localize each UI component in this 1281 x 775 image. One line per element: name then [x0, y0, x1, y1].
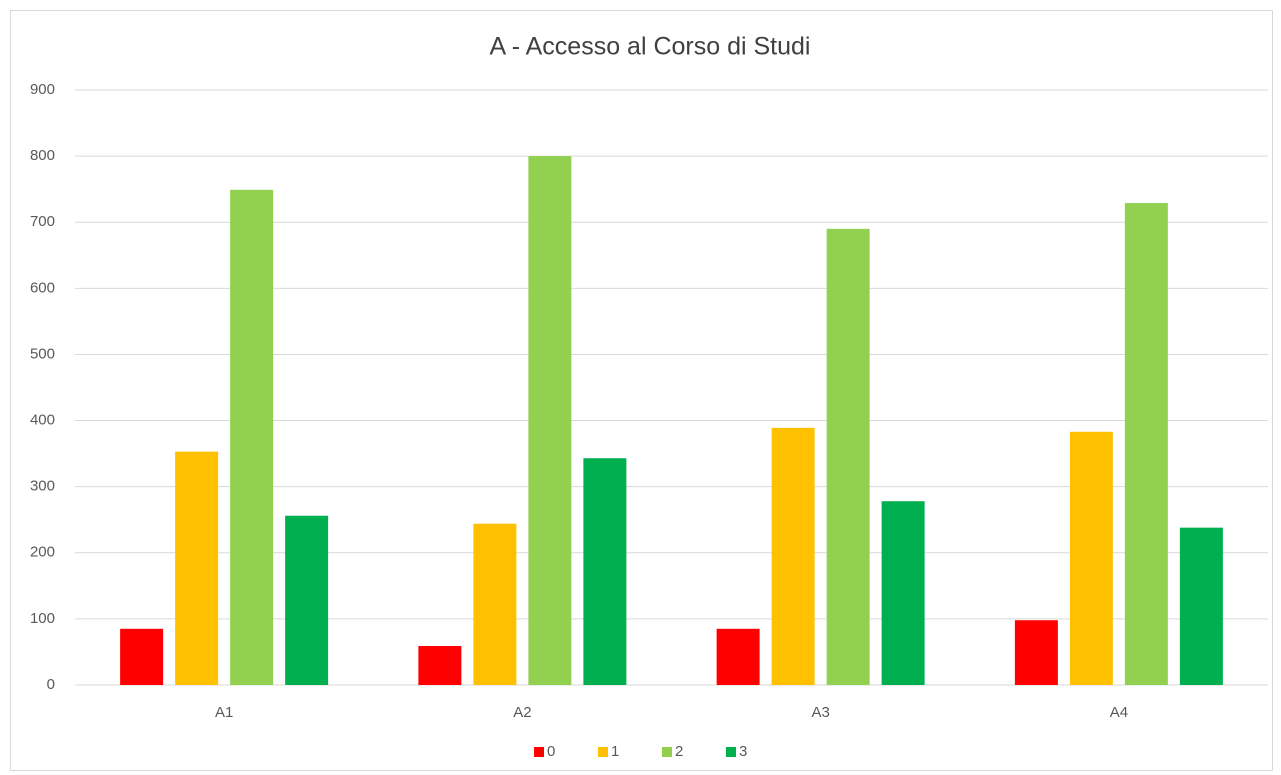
legend-swatch	[598, 747, 608, 757]
bar	[1124, 203, 1168, 686]
x-tick-label: A2	[513, 704, 531, 721]
bar	[120, 628, 164, 685]
bar	[285, 515, 329, 685]
chart-title: A - Accesso al Corso di Studi	[490, 33, 811, 61]
bar	[771, 427, 815, 685]
x-tick-label: A4	[1110, 704, 1128, 721]
legend-swatch	[662, 747, 672, 757]
bar	[881, 501, 925, 685]
legend-label: 3	[739, 743, 747, 760]
bar	[230, 189, 274, 686]
x-tick-label: A1	[215, 704, 233, 721]
bar	[528, 156, 572, 686]
bar	[826, 228, 870, 686]
legend-label: 0	[547, 743, 555, 760]
legend-swatch	[534, 747, 544, 757]
y-tick-label: 800	[30, 147, 55, 164]
legend-swatch	[726, 747, 736, 757]
bar	[1014, 620, 1058, 685]
y-tick-label: 900	[30, 81, 55, 98]
y-tick-label: 600	[30, 279, 55, 296]
bar	[473, 523, 517, 685]
chart-frame	[10, 10, 1273, 771]
y-tick-label: 200	[30, 544, 55, 561]
bar	[418, 645, 462, 685]
legend-label: 1	[611, 743, 619, 760]
x-tick-label: A3	[811, 704, 829, 721]
y-tick-label: 300	[30, 478, 55, 495]
legend-label: 2	[675, 743, 683, 760]
bar	[175, 451, 219, 685]
y-tick-label: 0	[47, 676, 55, 693]
bar	[1069, 431, 1113, 685]
bar	[1179, 527, 1223, 685]
y-tick-label: 700	[30, 213, 55, 230]
y-tick-label: 500	[30, 345, 55, 362]
bar	[583, 458, 627, 685]
y-tick-label: 100	[30, 610, 55, 627]
y-tick-label: 400	[30, 412, 55, 429]
bar	[716, 628, 760, 685]
